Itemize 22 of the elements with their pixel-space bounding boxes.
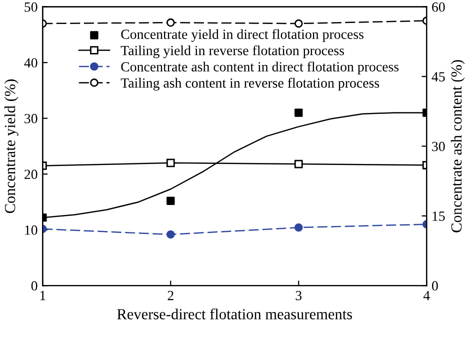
y-tick-label: 40 xyxy=(24,58,38,68)
y2-tick-label: 60 xyxy=(432,2,445,12)
x-tick-label: 1 xyxy=(40,290,46,300)
y-axis-title: Concentrate yield (%) xyxy=(4,79,18,214)
y-tick-label: 0 xyxy=(31,281,38,291)
x-axis-title: Reverse-direct flotation measurements xyxy=(117,308,352,320)
y2-axis-title: Concentrate ash content (%) xyxy=(450,60,465,232)
y2-tick-label: 15 xyxy=(432,212,445,221)
x-tick-label: 3 xyxy=(296,290,302,300)
y-tick-label: 20 xyxy=(24,170,38,180)
legend-label: Tailing yield in reverse flotation process xyxy=(120,45,344,58)
x-tick-label: 4 xyxy=(423,290,430,300)
y-tick-label: 30 xyxy=(24,114,38,124)
legend-label: Tailing ash content in reverse flotation process xyxy=(120,78,380,91)
y-tick-label: 10 xyxy=(25,225,38,235)
y2-tick-label: 45 xyxy=(432,72,445,82)
y2-tick-label: 0 xyxy=(432,281,438,291)
x-tick-label: 2 xyxy=(168,290,174,300)
y2-tick-label: 30 xyxy=(432,142,445,152)
legend-label: Concentrate ash content in direct flotation process xyxy=(121,62,399,74)
legend-label: Concentrate yield in direct flotation process xyxy=(121,29,364,42)
y-tick-label: 50 xyxy=(24,2,38,12)
